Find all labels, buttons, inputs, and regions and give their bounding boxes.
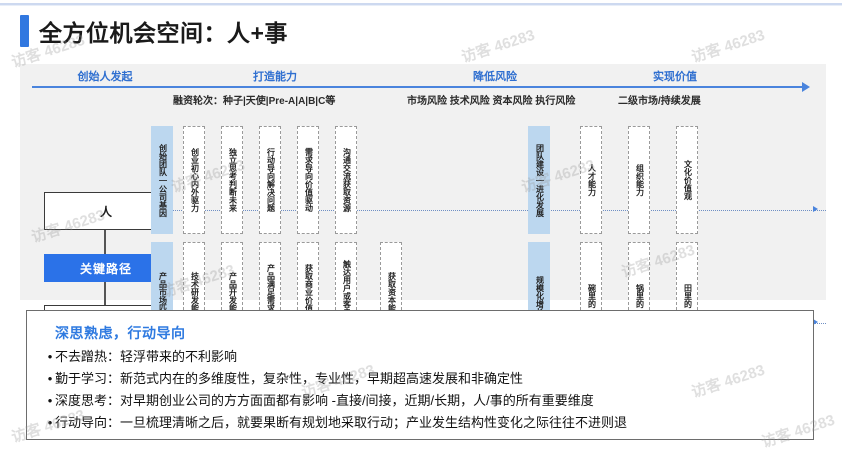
- bullet-glyph-icon: •: [47, 371, 53, 386]
- notes-bullet-text: 行动导向：一旦梳理清晰之后，就要果断有规划地采取行动；产业发生结构性变化之际往往…: [55, 415, 628, 430]
- title-accent-bar: [20, 15, 29, 47]
- cell-label: 组织能力: [635, 164, 645, 196]
- bullet-glyph-icon: •: [47, 349, 53, 364]
- bullet-glyph-icon: •: [47, 415, 53, 430]
- cell-label: 产品满足需求能力: [266, 264, 276, 328]
- row-people-arrow-icon: [813, 206, 818, 212]
- cell-label: 文化价值观: [683, 160, 693, 200]
- phase-sublabel-row: 融资轮次：种子|天使|Pre-A|A|B|C等 市场风险 技术风险 资本风险 执行…: [20, 92, 826, 108]
- page-title-bar: 全方位机会空间：人+事: [20, 14, 288, 48]
- notes-bullet-text: 不去蹭热：轻浮带来的不利影响: [55, 349, 238, 364]
- node-people[interactable]: 人: [44, 192, 168, 230]
- cell-label: 规模化增长: [535, 276, 545, 316]
- cell-label: 锅里的: [635, 284, 645, 308]
- bullet-glyph-icon: •: [47, 393, 53, 408]
- cell-label: 获取资本能力: [387, 272, 397, 320]
- cell-people-3[interactable]: 行动导向解决问题: [259, 126, 281, 234]
- node-key-path[interactable]: 关键路径: [44, 254, 168, 282]
- cell-label: 需求导向价值驱动: [304, 148, 314, 212]
- cell-people-7[interactable]: 人才能力: [580, 126, 602, 234]
- cell-label: 人才能力: [587, 164, 597, 196]
- node-people-label: 人: [99, 204, 112, 219]
- cell-people-4[interactable]: 需求导向价值驱动: [297, 126, 319, 234]
- phase-sublabel-0: 融资轮次：种子|天使|Pre-A|A|B|C等: [173, 96, 336, 107]
- cell-people-1[interactable]: 创业初心内外驱力: [183, 126, 205, 234]
- cell-people-6[interactable]: 团队建设—进化发展: [528, 126, 550, 234]
- row-matters-arrow-icon: [813, 319, 818, 325]
- phase-label-3: 实现价值: [653, 71, 697, 83]
- cell-label: 创业初心内外驱力: [190, 148, 200, 212]
- cell-people-2[interactable]: 独立思考判断未来: [221, 126, 243, 234]
- cell-label: 团队建设—进化发展: [535, 143, 545, 217]
- cell-people-5[interactable]: 沟通交流获取资源: [335, 126, 357, 234]
- notes-title: 深思熟虑，行动导向: [55, 325, 186, 341]
- connector-people-to-key: [104, 228, 106, 254]
- cell-label: 独立思考判断未来: [228, 148, 238, 212]
- notes-bullet-text: 勤于学习：新范式内在的多维度性，复杂性，专业性，早期超高速发展和非确定性: [55, 371, 524, 386]
- watermark-2: 访客 46283: [459, 26, 537, 67]
- cell-label: 行动导向解决问题: [266, 148, 276, 212]
- opportunity-space-diagram: 创始人发起 打造能力 降低风险 实现价值 融资轮次：种子|天使|Pre-A|A|B|C…: [20, 64, 826, 350]
- cell-label: 产品开发能力: [228, 272, 238, 320]
- phase-header-row: 创始人发起 打造能力 降低风险 实现价值: [20, 68, 826, 86]
- timeline-axis-arrow-icon: [802, 82, 810, 92]
- phase-label-0: 创始人发起: [77, 71, 133, 83]
- watermark-3: 访客 46283: [689, 26, 767, 67]
- phase-sublabel-2: 二级市场/持续发展: [618, 96, 701, 107]
- row-people-connector: [166, 210, 826, 211]
- cell-label: 触达用户或客户能力: [342, 260, 352, 332]
- phase-sublabel-1: 市场风险 技术风险 资本风险 执行风险: [407, 96, 576, 107]
- notes-bullet-list: • 不去蹭热：轻浮带来的不利影响 • 勤于学习：新范式内在的多维度性，复杂性，专业性，…: [43, 348, 797, 431]
- cell-label: 田里的: [683, 284, 693, 308]
- node-key-path-label: 关键路径: [79, 261, 132, 276]
- cell-label: 产品市场匹配: [158, 272, 168, 320]
- page-top-rule: [0, 3, 842, 5]
- cell-label: 创始团队—公司基因: [158, 143, 168, 217]
- notes-bullet-text: 深度思考：对早期创业公司的方方面面都有影响 -直接/间接，近期/长期，人/事的所…: [55, 393, 594, 408]
- cell-label: 碗里的: [587, 284, 597, 308]
- notes-bullet-1: • 勤于学习：新范式内在的多维度性，复杂性，专业性，早期超高速发展和非确定性: [45, 370, 797, 387]
- notes-bullet-3: • 行动导向：一旦梳理清晰之后，就要果断有规划地采取行动；产业发生结构性变化之际往…: [45, 414, 797, 431]
- notes-panel: 深思熟虑，行动导向 • 不去蹭热：轻浮带来的不利影响 • 勤于学习：新范式内在的多维度…: [26, 310, 814, 440]
- cell-label: 技术研发能力: [190, 272, 200, 320]
- cell-people-8[interactable]: 组织能力: [628, 126, 650, 234]
- cell-label: 沟通交流获取资源: [342, 148, 352, 212]
- connector-key-to-matters: [104, 279, 106, 305]
- page-top-rule-soft: [0, 5, 842, 6]
- notes-bullet-0: • 不去蹭热：轻浮带来的不利影响: [45, 348, 797, 365]
- notes-bullet-2: • 深度思考：对早期创业公司的方方面面都有影响 -直接/间接，近期/长期，人/事的…: [45, 392, 797, 409]
- cell-people-9[interactable]: 文化价值观: [676, 126, 698, 234]
- cell-people-0[interactable]: 创始团队—公司基因: [151, 126, 173, 234]
- cell-label: 获取商业价值能力: [304, 264, 314, 328]
- phase-label-1: 打造能力: [253, 71, 297, 83]
- timeline-axis: [32, 86, 802, 88]
- page-title: 全方位机会空间：人+事: [39, 20, 288, 46]
- phase-label-2: 降低风险: [473, 71, 517, 83]
